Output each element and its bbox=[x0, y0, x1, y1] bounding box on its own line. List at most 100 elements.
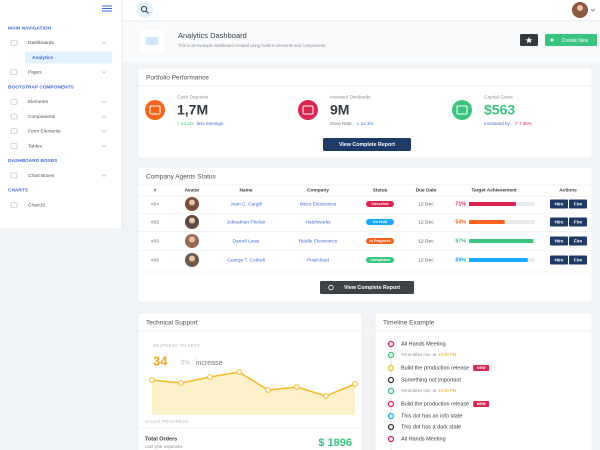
report-button[interactable]: View Complete Report bbox=[323, 138, 411, 151]
timeline-dot bbox=[387, 376, 395, 384]
agent-face bbox=[189, 255, 195, 262]
cell-name: Darrell Lowe bbox=[233, 238, 260, 244]
badge bbox=[473, 365, 490, 371]
cell-company: Hatchworks bbox=[305, 219, 331, 225]
cell-name: George T. Cottrell bbox=[227, 257, 265, 263]
card-title: Timeline Example bbox=[383, 320, 435, 327]
sparkline-point bbox=[178, 380, 184, 386]
nav-label: Tables bbox=[28, 143, 42, 149]
nav-icon bbox=[10, 39, 18, 46]
action-button[interactable]: Fire bbox=[569, 217, 587, 227]
nav-item[interactable]: Components bbox=[10, 113, 107, 120]
column-header: # bbox=[154, 187, 157, 193]
action-button[interactable]: Hire bbox=[550, 199, 568, 209]
page-subtitle: This is an example dashboard created usi… bbox=[178, 43, 326, 48]
nav-label: Elements bbox=[28, 99, 49, 105]
stat-glyph bbox=[456, 105, 468, 115]
column-header: Status bbox=[373, 187, 388, 193]
cell-company: Micro Electronics bbox=[300, 201, 337, 207]
button-label: View Complete Report bbox=[344, 285, 400, 291]
menu-toggle[interactable] bbox=[102, 5, 112, 12]
button-icon bbox=[328, 284, 334, 291]
timeline-text: All Hands Meeting bbox=[401, 341, 446, 347]
chevron bbox=[101, 174, 107, 177]
chevron bbox=[101, 71, 107, 74]
search-button[interactable] bbox=[137, 2, 153, 18]
action-label: Fire bbox=[574, 238, 583, 243]
action-bg bbox=[569, 255, 587, 265]
button-label: View Complete Report bbox=[339, 142, 395, 148]
stat-glyph bbox=[149, 105, 161, 115]
nav-label: Dashboards bbox=[28, 40, 54, 46]
stat-icon bbox=[298, 100, 318, 120]
agent-face bbox=[189, 199, 195, 206]
sparkline-point bbox=[149, 377, 155, 383]
column-header: Actions bbox=[559, 187, 577, 193]
timeline-text: Build the production release bbox=[401, 401, 469, 407]
nav-item[interactable]: Pages bbox=[10, 69, 107, 76]
agent-face bbox=[189, 236, 195, 243]
nav-heading: CHARTS bbox=[8, 188, 29, 194]
progress-bar bbox=[469, 220, 505, 224]
action-button[interactable]: Hire bbox=[550, 255, 568, 265]
action-label: Fire bbox=[574, 219, 583, 224]
progress-bar bbox=[469, 258, 528, 262]
nav-icon bbox=[10, 143, 18, 149]
nav-item[interactable]: Dashboards bbox=[10, 39, 107, 46]
badge-label: NEW bbox=[477, 402, 486, 406]
action-label: Hire bbox=[555, 201, 564, 206]
timeline-time: 15:00 PM bbox=[438, 352, 456, 357]
nav-heading: MAIN NAVIGATION bbox=[8, 25, 52, 31]
action-label: Hire bbox=[555, 238, 564, 243]
action-label: Fire bbox=[574, 257, 583, 262]
action-button[interactable]: Hire bbox=[550, 236, 568, 246]
action-label: Fire bbox=[574, 201, 583, 206]
nav-item[interactable]: ChartJS bbox=[10, 202, 45, 208]
nav-icon bbox=[10, 69, 18, 76]
agent-face bbox=[189, 217, 195, 224]
create-bg bbox=[545, 34, 597, 46]
report-button[interactable]: View Complete Report bbox=[320, 281, 414, 294]
ticket-change: 5% bbox=[181, 361, 190, 367]
user-avatar[interactable] bbox=[572, 2, 596, 18]
stat-label: Capital Gains bbox=[484, 94, 513, 100]
stat-value: 1,7M bbox=[177, 102, 208, 118]
nav-label: Chart Boxes bbox=[28, 173, 55, 179]
target-label: 97% bbox=[455, 238, 466, 244]
orders-label: Total Orders bbox=[145, 436, 177, 442]
action-button[interactable]: Hire bbox=[550, 217, 568, 227]
star-button[interactable] bbox=[520, 34, 538, 46]
stat-note: ↗ 7.35% bbox=[514, 121, 532, 126]
nav-item[interactable]: Tables bbox=[10, 143, 107, 149]
timeline-note: Yet another one, at bbox=[401, 352, 437, 357]
nav-item[interactable]: Elements bbox=[10, 98, 107, 105]
cell-company: Riddle Electronics bbox=[299, 238, 338, 244]
section-label: SALES PROGRESS bbox=[145, 419, 189, 424]
card-title: Portfolio Performance bbox=[146, 75, 209, 82]
action-button[interactable]: Fire bbox=[569, 236, 587, 246]
search-bg bbox=[137, 2, 153, 18]
stat-note: ↘ 14.1% bbox=[356, 121, 374, 126]
action-button[interactable]: Fire bbox=[569, 199, 587, 209]
nav-active-bg bbox=[25, 51, 112, 64]
nav-item[interactable]: Chart Boxes bbox=[10, 172, 107, 179]
orders-value: $ 1896 bbox=[318, 437, 352, 449]
target-label: 54% bbox=[455, 219, 466, 225]
action-bg bbox=[550, 199, 568, 209]
cell-id: #56 bbox=[151, 257, 159, 263]
status-label: Canceled bbox=[372, 202, 390, 206]
sparkline-point bbox=[294, 384, 300, 390]
nav-item[interactable]: Analytics bbox=[25, 51, 112, 64]
nav-label: Pages bbox=[28, 70, 42, 76]
action-button[interactable]: Fire bbox=[569, 255, 587, 265]
chevron bbox=[101, 115, 107, 118]
kicker: HELPDESK TICKETS bbox=[153, 343, 200, 348]
create-button[interactable]: Create New bbox=[545, 34, 597, 46]
nav-icon bbox=[10, 98, 18, 105]
chevron bbox=[590, 8, 596, 12]
nav-label: Analytics bbox=[32, 55, 54, 61]
nav-item[interactable]: Form Elements bbox=[10, 128, 107, 135]
progress-bar bbox=[469, 239, 534, 243]
orders-sub: Last year expenses bbox=[145, 444, 182, 449]
sparkline-point bbox=[236, 369, 242, 375]
